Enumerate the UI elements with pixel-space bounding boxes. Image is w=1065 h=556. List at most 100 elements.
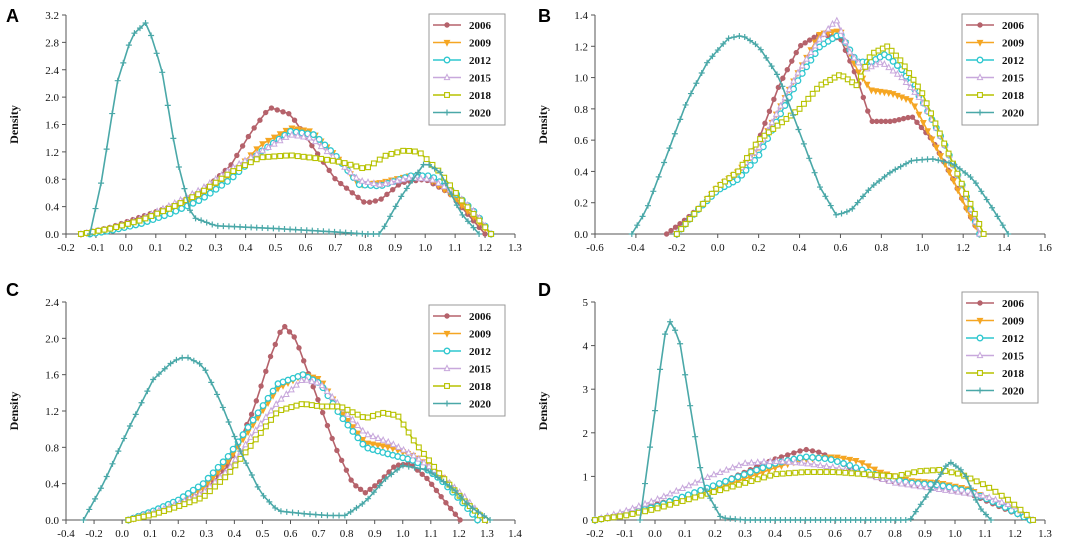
x-tick-label: 0.5 <box>269 242 283 254</box>
data-point <box>291 334 297 340</box>
data-point <box>259 154 266 161</box>
data-point <box>759 464 767 472</box>
data-point <box>784 97 791 104</box>
data-point <box>811 41 819 49</box>
data-point <box>861 471 868 478</box>
data-point <box>973 490 981 498</box>
x-tick-label: 1.0 <box>915 242 929 254</box>
data-point <box>306 154 313 161</box>
data-point <box>978 188 985 195</box>
data-point <box>364 178 372 185</box>
data-point <box>130 515 137 522</box>
y-tick-label: 1.6 <box>45 370 59 382</box>
data-point <box>654 505 661 512</box>
series-2006 <box>663 31 983 237</box>
data-point <box>378 196 384 202</box>
data-point <box>939 482 947 490</box>
data-point <box>924 156 931 163</box>
data-point <box>224 171 231 178</box>
data-point <box>741 459 749 466</box>
data-point <box>318 155 325 162</box>
data-point <box>376 180 384 188</box>
legend: 2006 2009 2012 2015 2018 2020 <box>961 291 1039 404</box>
data-point <box>394 149 401 156</box>
data-point <box>810 460 818 468</box>
series-2018 <box>592 466 1036 523</box>
data-point <box>911 469 918 476</box>
data-point <box>370 412 376 419</box>
legend-label: 2006 <box>1002 20 1025 32</box>
data-point <box>773 71 780 78</box>
data-point <box>464 218 471 225</box>
data-point <box>858 460 866 468</box>
data-point <box>729 463 737 471</box>
data-point <box>687 90 694 97</box>
data-point <box>976 220 983 227</box>
data-point <box>212 185 220 193</box>
data-point <box>187 207 194 214</box>
x-tick-label: 0.2 <box>708 528 722 540</box>
data-point <box>208 379 215 386</box>
legend-swatch-marker <box>444 383 450 389</box>
data-point <box>247 159 254 166</box>
data-point <box>671 130 678 137</box>
legend-label: 2009 <box>1002 316 1025 328</box>
data-point <box>767 472 774 479</box>
data-point <box>212 483 218 490</box>
data-point <box>248 224 255 231</box>
data-point <box>78 231 84 237</box>
legend-label: 2012 <box>469 346 492 358</box>
data-point <box>159 69 166 76</box>
data-point <box>476 231 483 237</box>
legend-swatch-marker <box>977 370 983 376</box>
data-point <box>872 517 879 523</box>
data-point <box>726 175 733 182</box>
data-point <box>876 58 884 66</box>
x-tick-label: 1.1 <box>424 528 438 540</box>
data-point <box>423 466 430 473</box>
data-point <box>142 20 149 27</box>
x-tick-label: 1.2 <box>956 242 970 254</box>
data-point <box>374 442 382 450</box>
data-point <box>770 126 777 132</box>
data-point <box>191 497 198 504</box>
data-point <box>343 467 350 473</box>
data-point <box>919 120 927 127</box>
data-point <box>298 401 305 408</box>
data-point <box>948 486 956 494</box>
data-point <box>779 457 787 465</box>
series-2020 <box>80 354 494 523</box>
data-point <box>370 179 378 187</box>
data-point <box>429 175 436 183</box>
legend-label: 2006 <box>469 20 492 32</box>
data-point <box>301 510 308 517</box>
data-point <box>136 25 143 32</box>
data-point <box>747 37 754 44</box>
data-point <box>398 193 405 200</box>
data-point <box>329 435 335 442</box>
data-point <box>682 220 689 227</box>
data-point <box>905 114 911 121</box>
data-point <box>722 465 730 473</box>
data-point <box>247 442 254 449</box>
data-point <box>796 105 803 112</box>
data-point <box>1011 501 1018 508</box>
legend-label: 2009 <box>469 38 492 50</box>
data-point <box>267 406 275 414</box>
data-point <box>832 517 839 523</box>
data-point <box>999 222 1006 229</box>
data-point <box>941 140 948 147</box>
data-point <box>270 134 278 142</box>
data-point <box>262 423 269 430</box>
data-point <box>311 137 319 145</box>
data-point <box>314 227 321 234</box>
data-point <box>752 517 759 523</box>
data-point <box>762 517 769 523</box>
data-point <box>885 53 893 61</box>
data-point <box>417 174 425 182</box>
data-point <box>805 95 812 102</box>
data-point <box>816 461 824 469</box>
data-point <box>904 480 912 488</box>
data-point <box>685 496 692 503</box>
data-point <box>910 481 918 489</box>
